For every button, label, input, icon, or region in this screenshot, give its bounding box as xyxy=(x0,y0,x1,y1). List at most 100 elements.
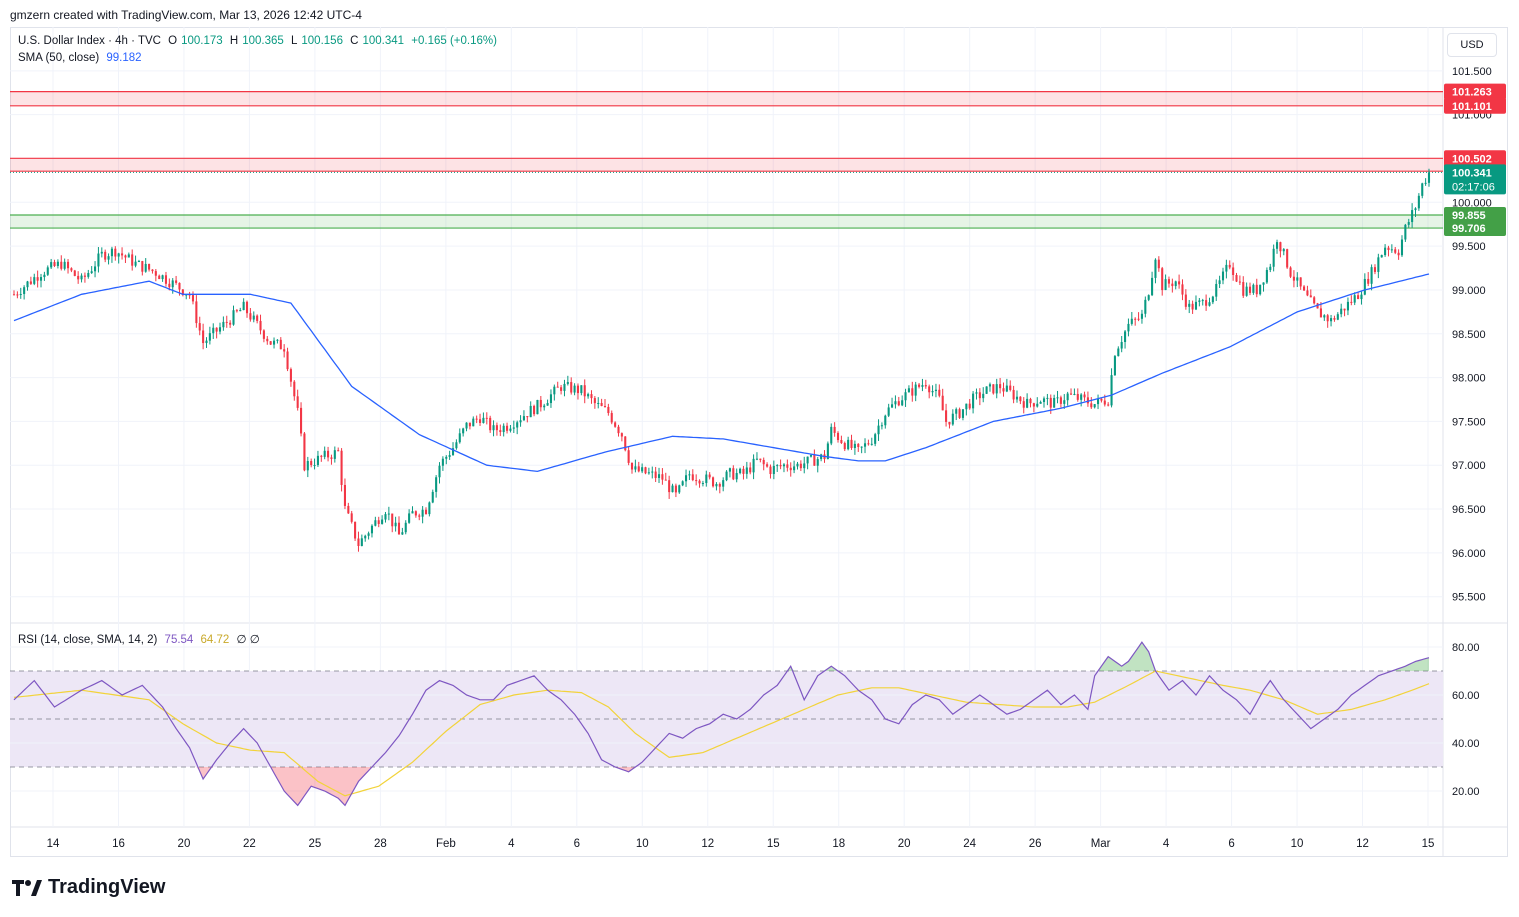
candle-body xyxy=(1144,299,1147,314)
candle-body xyxy=(83,275,86,277)
candle-body xyxy=(134,261,137,266)
candle-body xyxy=(1097,398,1100,405)
rsi-tick-label: 40.00 xyxy=(1452,738,1480,750)
candle-body xyxy=(245,301,249,314)
candle-body xyxy=(1350,301,1353,303)
rsi-value: 75.54 xyxy=(164,634,194,646)
sma-legend[interactable]: SMA (50, close) 99.182 xyxy=(18,52,146,64)
candle-body xyxy=(526,416,529,418)
candle-body xyxy=(367,533,370,536)
candle-body xyxy=(708,474,711,478)
candle-body xyxy=(1343,308,1346,311)
candle-body xyxy=(229,322,232,325)
candle-body xyxy=(249,313,252,320)
candle-body xyxy=(580,385,583,394)
candle-body xyxy=(63,261,66,269)
candle-body xyxy=(1066,393,1069,401)
candle-body xyxy=(401,532,404,535)
candle-body xyxy=(202,330,205,344)
candle-body xyxy=(1380,255,1383,258)
candle-body xyxy=(1120,341,1123,349)
candle-body xyxy=(107,256,110,260)
candle-body xyxy=(1400,239,1404,256)
candle-body xyxy=(1036,403,1039,407)
candle-body xyxy=(124,255,127,258)
candle-body xyxy=(843,443,846,450)
candle-body xyxy=(272,340,276,345)
candle-body xyxy=(164,275,168,284)
candle-body xyxy=(232,310,235,325)
candle-body xyxy=(988,384,992,387)
candle-body xyxy=(445,456,448,459)
candle-body xyxy=(50,262,53,268)
candle-body xyxy=(1228,264,1231,268)
tradingview-logo[interactable]: TradingView xyxy=(12,876,165,899)
price-tick-label: 100.000 xyxy=(1452,197,1492,209)
candle-body xyxy=(1032,403,1035,407)
candle-body xyxy=(918,384,921,387)
candle-body xyxy=(654,471,657,478)
candle-body xyxy=(603,405,607,407)
candle-body xyxy=(195,301,198,324)
candle-body xyxy=(289,369,292,382)
candle-body xyxy=(1404,224,1407,240)
candle-body xyxy=(769,466,772,475)
candle-body xyxy=(1063,400,1066,404)
candle-body xyxy=(411,511,414,514)
candle-body xyxy=(715,484,718,487)
candle-body xyxy=(830,426,833,444)
candle-body xyxy=(1225,264,1228,272)
candle-body xyxy=(566,382,569,384)
candle-body xyxy=(901,400,904,406)
candle-body xyxy=(424,509,428,515)
candle-body xyxy=(87,273,90,277)
candle-body xyxy=(995,384,998,394)
time-tick-label: 18 xyxy=(832,838,845,850)
candle-body xyxy=(975,392,978,394)
candle-body xyxy=(867,443,870,445)
candle-body xyxy=(502,425,505,433)
rsi-legend[interactable]: RSI (14, close, SMA, 14, 2) 75.54 64.72 … xyxy=(18,632,264,646)
candle-body xyxy=(1245,286,1248,296)
candle-body xyxy=(1353,295,1356,303)
candle-body xyxy=(1427,172,1431,183)
candle-body xyxy=(1238,281,1241,283)
candle-body xyxy=(70,268,73,271)
candle-body xyxy=(151,269,154,272)
candle-body xyxy=(597,403,600,405)
candle-body xyxy=(1417,195,1420,209)
candle-body xyxy=(634,466,637,470)
candle-body xyxy=(384,514,387,520)
candle-body xyxy=(90,271,93,274)
candle-body xyxy=(1387,247,1390,251)
candle-body xyxy=(955,409,958,414)
candle-body xyxy=(46,267,49,275)
time-tick-label: 25 xyxy=(309,838,322,850)
candle-body xyxy=(870,443,873,445)
candle-body xyxy=(175,280,178,283)
candle-body xyxy=(630,462,634,470)
candle-body xyxy=(1015,396,1019,400)
candle-body xyxy=(766,464,769,467)
candle-body xyxy=(1286,249,1289,268)
candle-body xyxy=(570,382,573,393)
currency-selector[interactable]: USD xyxy=(1447,33,1497,57)
candle-body xyxy=(951,413,954,425)
candle-body xyxy=(1191,303,1194,310)
candle-body xyxy=(651,471,654,473)
candle-body xyxy=(1086,397,1089,404)
countdown-label: 02:17:06 xyxy=(1452,181,1495,193)
candle-body xyxy=(782,464,786,467)
rsi-tick-label: 80.00 xyxy=(1452,642,1480,654)
open-value: 100.173 xyxy=(181,35,223,47)
candle-body xyxy=(1083,394,1086,398)
candle-body xyxy=(370,525,374,534)
candle-body xyxy=(853,443,856,449)
candle-body xyxy=(961,409,965,418)
candle-body xyxy=(945,410,948,422)
price-chart[interactable]: 101.500101.000100.500100.00099.50099.000… xyxy=(10,27,1508,857)
symbol-name[interactable]: U.S. Dollar Index · 4h · TVC xyxy=(18,35,161,47)
candle-body xyxy=(465,422,468,429)
candle-body xyxy=(928,386,931,393)
candle-body xyxy=(1137,318,1140,320)
